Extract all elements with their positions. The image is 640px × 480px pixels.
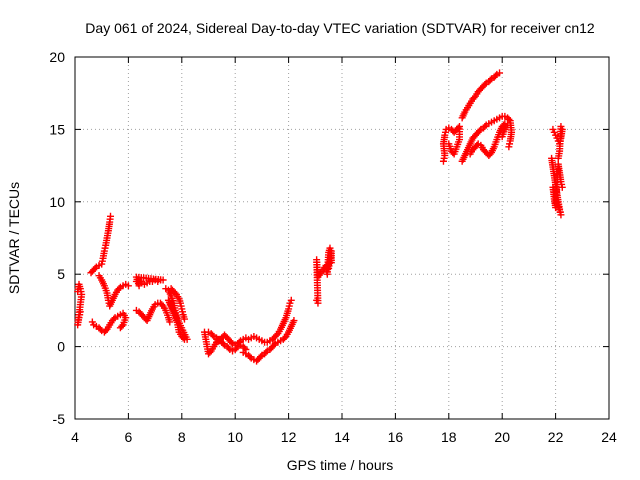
x-tick-labels: 4 6 8 10 12 14 16 18 20 22 24 xyxy=(71,429,617,445)
y-tick-label: 15 xyxy=(49,121,65,137)
series-marks xyxy=(162,285,191,343)
series-marks xyxy=(167,285,188,323)
x-tick-label: 8 xyxy=(178,429,186,445)
data-point xyxy=(107,212,115,220)
data-point xyxy=(158,301,166,309)
data-point xyxy=(496,69,504,77)
x-tick-label: 20 xyxy=(494,429,510,445)
data-point xyxy=(325,264,333,272)
data-point xyxy=(102,327,110,335)
data-point xyxy=(206,348,214,356)
series-marks xyxy=(313,244,335,307)
x-axis-label: GPS time / hours xyxy=(287,457,394,473)
data-point xyxy=(246,353,254,361)
x-tick-label: 22 xyxy=(548,429,564,445)
data-point xyxy=(225,344,233,352)
data-point xyxy=(262,348,270,356)
series-marks xyxy=(239,347,271,365)
chart-title: Day 061 of 2024, Sidereal Day-to-day VTE… xyxy=(85,20,595,36)
data-point xyxy=(235,338,243,346)
series-marks xyxy=(87,212,115,277)
series-marks xyxy=(74,280,86,329)
data-point xyxy=(118,322,126,330)
data-point xyxy=(209,331,217,339)
series-marks xyxy=(132,299,174,326)
series-marks xyxy=(95,272,132,310)
data-point xyxy=(281,334,289,342)
series-marks xyxy=(548,154,566,219)
data-point xyxy=(124,282,132,290)
data-point xyxy=(481,81,489,89)
series-marks xyxy=(466,120,512,159)
data-point xyxy=(219,340,227,348)
data-point xyxy=(257,353,265,361)
y-tick-label: 0 xyxy=(57,339,65,355)
data-point xyxy=(486,76,494,84)
data-point xyxy=(454,124,462,132)
y-tick-label: 10 xyxy=(49,194,65,210)
data-point xyxy=(558,183,566,191)
x-tick-label: 16 xyxy=(388,429,404,445)
x-tick-label: 18 xyxy=(441,429,457,445)
data-point xyxy=(115,285,123,293)
data-point xyxy=(172,317,180,325)
data-point xyxy=(241,344,249,352)
data-point xyxy=(166,318,174,326)
y-axis-label: SDTVAR / TECUs xyxy=(6,182,22,294)
data-point xyxy=(498,133,506,141)
data-point xyxy=(76,308,84,316)
series-marks xyxy=(458,69,504,122)
series-marks xyxy=(549,123,566,162)
x-tick-label: 14 xyxy=(334,429,350,445)
data-point xyxy=(290,317,298,325)
data-point xyxy=(91,264,99,272)
data-point xyxy=(470,94,478,102)
data-point xyxy=(476,127,484,135)
data-point xyxy=(273,331,281,339)
data-point xyxy=(96,325,104,333)
data-point xyxy=(180,315,188,323)
data-point xyxy=(445,140,453,148)
x-tick-label: 4 xyxy=(71,429,79,445)
series-marks xyxy=(458,112,516,165)
series-marks xyxy=(132,273,167,290)
data-point xyxy=(135,282,143,290)
x-tick-label: 24 xyxy=(601,429,617,445)
x-tick-label: 10 xyxy=(227,429,243,445)
data-point xyxy=(481,123,489,131)
grid xyxy=(75,57,609,419)
series-marks xyxy=(88,309,130,336)
data-point xyxy=(110,315,118,323)
x-tick-label: 12 xyxy=(281,429,297,445)
data-point xyxy=(227,338,235,346)
y-tick-label: 20 xyxy=(49,49,65,65)
data-point xyxy=(287,296,295,304)
y-tick-labels: -5 0 5 10 15 20 xyxy=(49,49,65,427)
data-point xyxy=(505,115,513,123)
data-point xyxy=(270,341,278,349)
data-point xyxy=(449,149,457,157)
data-point xyxy=(116,324,124,332)
series-marks xyxy=(245,296,295,346)
series-marks xyxy=(439,123,463,165)
y-tick-label: -5 xyxy=(53,411,66,427)
data-point xyxy=(505,143,513,151)
data-marks xyxy=(74,69,566,365)
axis-ticks xyxy=(74,56,610,420)
y-tick-label: 5 xyxy=(57,266,65,282)
data-point xyxy=(171,289,179,297)
x-tick-label: 6 xyxy=(125,429,133,445)
data-point xyxy=(492,72,500,80)
series-marks xyxy=(266,317,298,353)
